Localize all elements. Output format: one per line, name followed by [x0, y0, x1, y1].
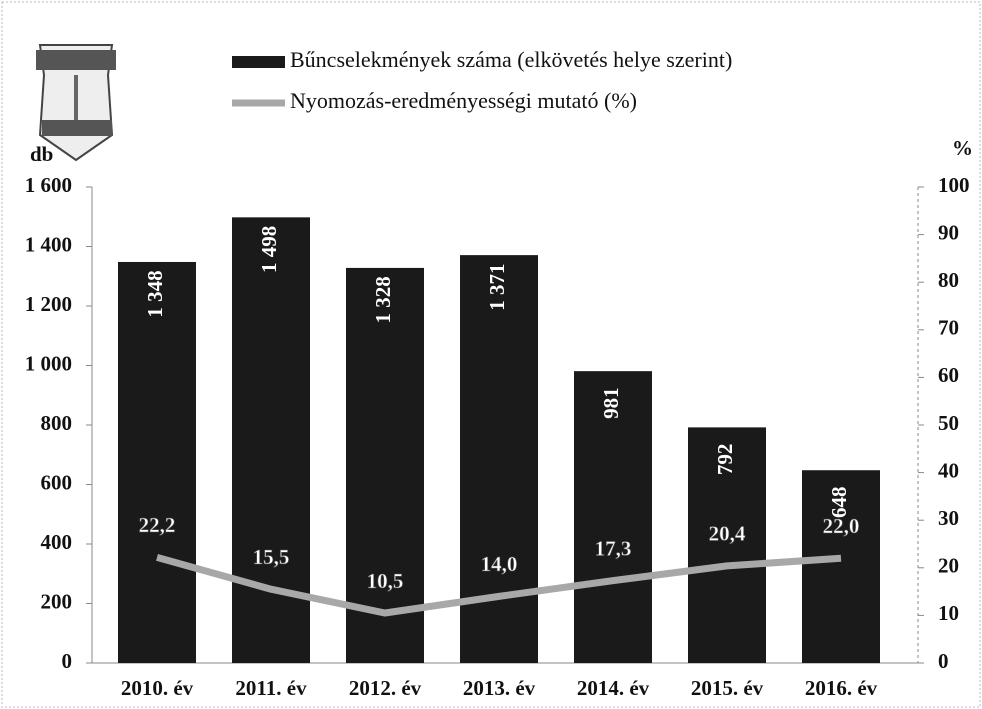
y-axis-label: db	[30, 142, 53, 166]
y2-tick-label: 0	[938, 649, 949, 673]
x-tick-label: 2011. év	[235, 676, 307, 700]
y2-tick-label: 30	[938, 506, 959, 530]
y2-tick-label: 20	[938, 554, 959, 578]
y-tick-label: 1 000	[25, 351, 72, 375]
y-tick-label: 200	[41, 589, 73, 613]
bar	[346, 267, 424, 663]
bar	[118, 261, 196, 663]
legend-label: Nyomozás-eredményességi mutató (%)	[290, 88, 637, 113]
y-tick-label: 1 600	[25, 173, 72, 197]
bar-value-label: 792	[713, 444, 737, 476]
line-value-label: 22,0	[823, 514, 860, 538]
x-tick-label: 2010. év	[121, 676, 194, 700]
y2-tick-label: 70	[938, 316, 959, 340]
bar	[574, 371, 652, 663]
line-value-label: 17,3	[595, 536, 632, 560]
bar-value-label: 1 348	[143, 270, 167, 317]
logo	[36, 44, 116, 162]
line-value-label: 14,0	[481, 552, 518, 576]
y2-tick-label: 100	[938, 173, 970, 197]
line	[156, 553, 842, 617]
line-value-label: 15,5	[253, 545, 290, 569]
y2-tick-label: 40	[938, 458, 959, 482]
bar-value-label: 648	[827, 486, 851, 517]
y2-tick-label: 80	[938, 268, 959, 292]
y2-tick-label: 50	[938, 411, 959, 435]
y-tick-label: 400	[41, 530, 73, 554]
bar-value-label: 1 328	[371, 276, 395, 323]
bar	[688, 427, 766, 663]
bar-value-label: 1 371	[485, 264, 509, 311]
legend-swatch	[232, 56, 285, 68]
y-tick-label: 1 400	[25, 232, 72, 256]
bar-value-label: 1 498	[257, 226, 281, 273]
line-value-label: 10,5	[367, 569, 404, 593]
y2-tick-label: 10	[938, 601, 959, 625]
y-tick-label: 0	[62, 649, 73, 673]
line-value-label: 20,4	[709, 522, 746, 546]
x-tick-label: 2012. év	[349, 676, 422, 700]
y-tick-label: 600	[41, 470, 73, 494]
y-tick-label: 800	[41, 411, 73, 435]
y2-tick-label: 90	[938, 220, 959, 244]
y2-axis-label: %	[952, 136, 973, 160]
bar-value-label: 981	[599, 387, 623, 419]
bar	[802, 470, 880, 663]
x-tick-label: 2013. év	[463, 676, 536, 700]
x-tick-label: 2015. év	[691, 676, 764, 700]
x-tick-label: 2016. év	[805, 676, 878, 700]
y2-tick-label: 60	[938, 363, 959, 387]
x-tick-label: 2014. év	[577, 676, 650, 700]
legend-label: Bűncselekmények száma (elkövetés helye s…	[290, 47, 732, 72]
line-value-label: 22,2	[139, 513, 176, 537]
y-tick-label: 1 200	[25, 292, 72, 316]
